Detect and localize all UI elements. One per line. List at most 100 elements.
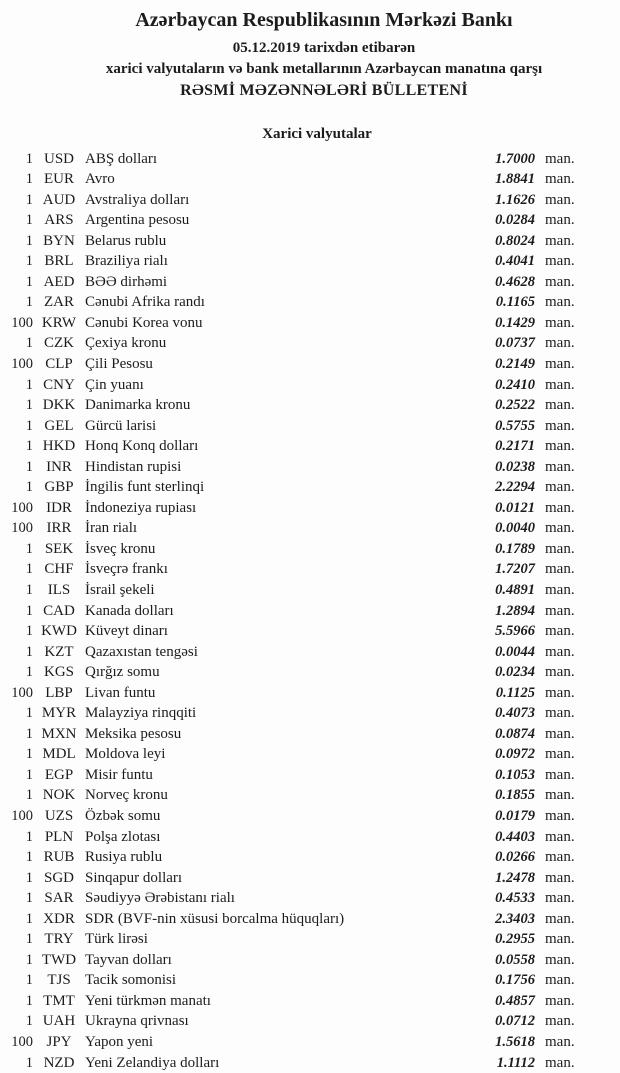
- rate-row: 1 SAR Səudiyyə Ərəbistanı rialı 0.4533 m…: [0, 888, 620, 909]
- unit-cell: man.: [545, 520, 575, 537]
- quantity-cell: 1: [25, 458, 33, 475]
- rate-row: 1 KZT Qazaxıstan tengəsi 0.0044 man.: [0, 642, 620, 663]
- currency-code-cell: GEL: [44, 417, 74, 434]
- subject-line: xarici valyutaların və bank metallarının…: [105, 61, 543, 77]
- rate-value-cell: 0.4533: [495, 890, 535, 907]
- unit-cell: man.: [545, 623, 575, 640]
- rate-row: 1 PLN Polşa zlotası 0.4403 man.: [0, 827, 620, 848]
- rate-row: 1 TWD Tayvan dolları 0.0558 man.: [0, 950, 620, 971]
- rate-value-cell: 0.1053: [495, 766, 535, 783]
- unit-cell: man.: [545, 232, 575, 249]
- quantity-cell: 100: [11, 499, 33, 516]
- effective-date-line: 05.12.2019 tarixdən etibarən: [232, 40, 416, 56]
- quantity-cell: 1: [25, 1054, 33, 1071]
- rate-value-cell: 0.0712: [495, 1013, 535, 1030]
- currency-name-cell: Tacik somonisi: [85, 972, 177, 989]
- currency-code-cell: KWD: [41, 623, 77, 640]
- bank-name-title: Azərbaycan Respublikasının Mərkəzi Bankı: [135, 9, 513, 31]
- currency-code-cell: EGP: [44, 766, 74, 783]
- rate-row: 100 UZS Özbək somu 0.0179 man.: [0, 806, 620, 827]
- rate-value-cell: 1.8841: [495, 171, 535, 188]
- currency-code-cell: CHF: [44, 561, 74, 578]
- rate-value-cell: 2.3403: [495, 910, 535, 927]
- quantity-cell: 1: [25, 232, 33, 249]
- unit-cell: man.: [545, 849, 575, 866]
- rate-row: 1 KWD Küveyt dinarı 5.5966 man.: [0, 621, 620, 642]
- rate-value-cell: 0.4041: [495, 253, 535, 270]
- currency-code-cell: SEK: [44, 540, 74, 557]
- currency-name-cell: Moldova leyi: [85, 746, 166, 763]
- quantity-cell: 1: [25, 869, 33, 886]
- rate-row: 1 BYN Belarus rublu 0.8024 man.: [0, 231, 620, 252]
- currency-code-cell: BYN: [43, 232, 75, 249]
- currency-code-cell: KRW: [41, 314, 77, 331]
- currency-name-cell: Hindistan rupisi: [85, 458, 182, 475]
- rate-value-cell: 0.4073: [495, 705, 535, 722]
- currency-code-cell: GBP: [44, 479, 74, 496]
- rate-row: 1 INR Hindistan rupisi 0.0238 man.: [0, 457, 620, 478]
- rate-row: 1 ZAR Cənubi Afrika randı 0.1165 man.: [0, 292, 620, 313]
- unit-cell: man.: [545, 253, 575, 270]
- quantity-cell: 100: [11, 314, 33, 331]
- currency-name-cell: Yapon yeni: [85, 1034, 154, 1051]
- rates-table: 1 USD ABŞ dolları 1.7000 man. 1 EUR Avro…: [0, 149, 620, 1073]
- unit-cell: man.: [545, 951, 575, 968]
- currency-name-cell: İran rialı: [85, 520, 138, 537]
- currency-name-cell: Tayvan dolları: [85, 951, 172, 968]
- rate-row: 1 TRY Türk lirəsi 0.2955 man.: [0, 929, 620, 950]
- currency-code-cell: MYR: [41, 705, 77, 722]
- rate-row: 1 CAD Kanada dolları 1.2894 man.: [0, 601, 620, 622]
- quantity-cell: 1: [25, 602, 33, 619]
- currency-name-cell: ABŞ dolları: [85, 150, 158, 167]
- currency-name-cell: Braziliya rialı: [85, 253, 168, 270]
- rate-value-cell: 0.4857: [495, 992, 535, 1009]
- currency-code-cell: SGD: [43, 869, 74, 886]
- quantity-cell: 1: [25, 787, 33, 804]
- rate-row: 1 CHF İsveçrə frankı 1.7207 man.: [0, 559, 620, 580]
- currency-name-cell: Gürcü larisi: [85, 417, 157, 434]
- section-title-foreign-currencies: Xarici valyutalar: [262, 126, 372, 142]
- currency-code-cell: BRL: [44, 253, 74, 270]
- rate-value-cell: 0.2410: [495, 376, 535, 393]
- currency-code-cell: AUD: [42, 191, 76, 208]
- currency-name-cell: SDR (BVF-nin xüsusi borcalma hüquqları): [85, 910, 345, 927]
- rate-row: 1 XDR SDR (BVF-nin xüsusi borcalma hüquq…: [0, 909, 620, 930]
- rate-row: 100 IDR İndoneziya rupiası 0.0121 man.: [0, 498, 620, 519]
- currency-code-cell: UAH: [42, 1013, 76, 1030]
- bulletin-title-line: RƏSMİ MƏZƏNNƏLƏRİ BÜLLETENİ: [180, 82, 468, 99]
- quantity-cell: 1: [25, 376, 33, 393]
- rate-value-cell: 0.0040: [495, 520, 535, 537]
- rate-row: 100 JPY Yapon yeni 1.5618 man.: [0, 1032, 620, 1053]
- currency-name-cell: Misir funtu: [85, 766, 153, 783]
- rate-row: 1 NZD Yeni Zelandiya dolları 1.1112 man.: [0, 1053, 620, 1073]
- unit-cell: man.: [545, 684, 575, 701]
- rate-value-cell: 0.0234: [495, 664, 535, 681]
- currency-code-cell: KGS: [43, 664, 74, 681]
- rate-value-cell: 0.4891: [495, 581, 535, 598]
- currency-code-cell: KZT: [44, 643, 74, 660]
- rate-row: 1 SGD Sinqapur dolları 1.2478 man.: [0, 868, 620, 889]
- currency-name-cell: Çin yuanı: [85, 376, 144, 393]
- unit-cell: man.: [545, 397, 575, 414]
- currency-code-cell: CZK: [44, 335, 74, 352]
- currency-name-cell: Rusiya rublu: [85, 849, 163, 866]
- rate-value-cell: 1.7207: [495, 561, 535, 578]
- quantity-cell: 100: [11, 1034, 33, 1051]
- currency-code-cell: IDR: [46, 499, 72, 516]
- rate-value-cell: 0.0238: [495, 458, 535, 475]
- currency-code-cell: MXN: [41, 725, 77, 742]
- unit-cell: man.: [545, 787, 575, 804]
- rate-value-cell: 0.0737: [495, 335, 535, 352]
- rate-value-cell: 0.1125: [495, 684, 535, 701]
- unit-cell: man.: [545, 376, 575, 393]
- rate-value-cell: 0.0972: [495, 746, 535, 763]
- currency-name-cell: Kanada dolları: [85, 602, 174, 619]
- rate-row: 1 TMT Yeni türkmən manatı 0.4857 man.: [0, 991, 620, 1012]
- rate-row: 1 EUR Avro 1.8841 man.: [0, 169, 620, 190]
- rate-row: 1 CNY Çin yuanı 0.2410 man.: [0, 375, 620, 396]
- quantity-cell: 1: [25, 540, 33, 557]
- rate-value-cell: 0.1855: [495, 787, 535, 804]
- rate-value-cell: 0.1756: [495, 972, 535, 989]
- quantity-cell: 100: [11, 808, 33, 824]
